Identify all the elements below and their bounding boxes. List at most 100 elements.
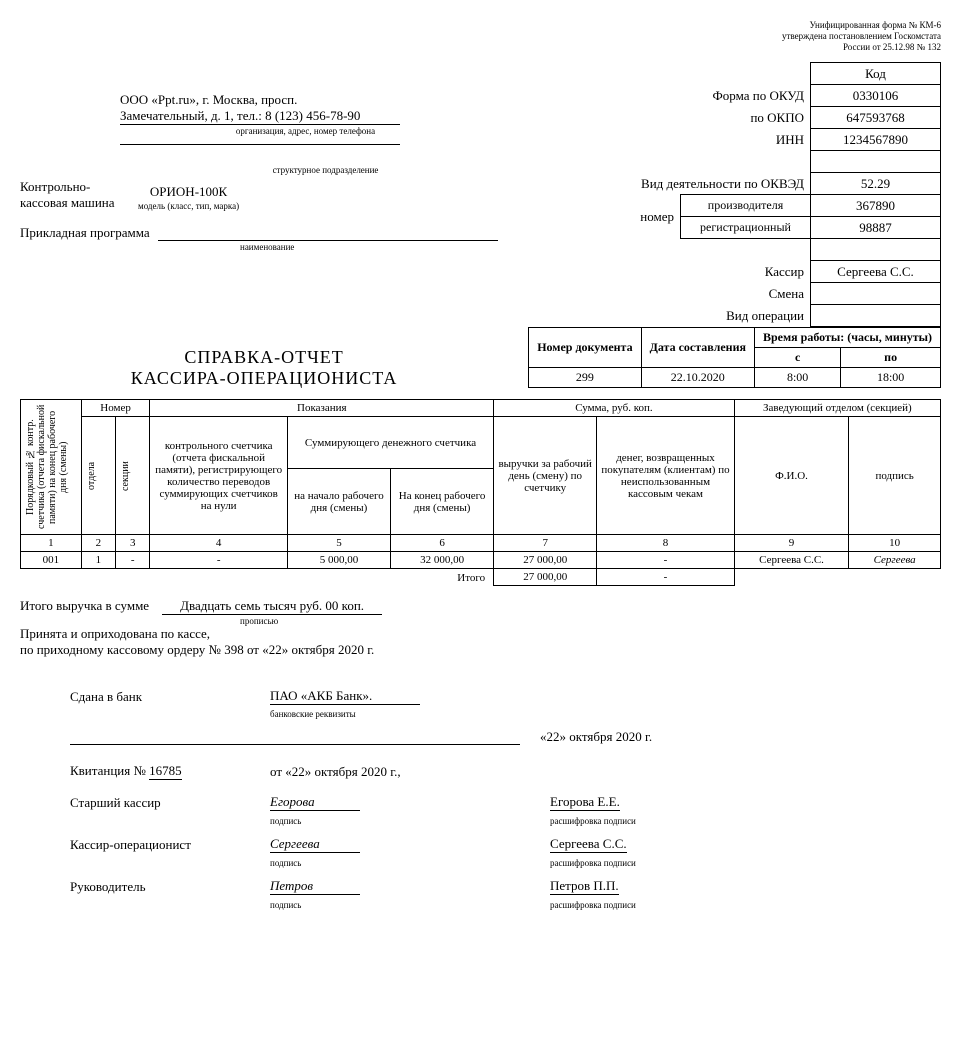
h-ind: Показания [150,400,494,417]
reg: 98887 [811,217,941,239]
senior-sig: Егорова [270,794,360,811]
dm-date: 22.10.2020 [641,368,754,388]
okpo-label: по ОКПО [541,107,811,129]
okpo: 647593768 [811,107,941,129]
col-8: 8 [597,535,734,552]
codes-table: Код Форма по ОКУД0330106 по ОКПО64759376… [541,62,941,327]
r-c2: 1 [81,552,115,569]
sum-label: Итого выручка в сумме [20,598,149,613]
h-ctrl: контрольного счетчика (отчета фискальной… [150,417,287,535]
receipt-no: 16785 [149,763,182,780]
kkm-label1: Контрольно- [20,179,130,195]
head-cap-name: расшифровка подписи [550,900,636,910]
r-c9: Сергеева С.С. [734,552,849,569]
col-1: 1 [21,535,82,552]
r-c6: 32 000,00 [391,552,494,569]
h-seq: Порядковый № контр. счетчика (отчета фис… [25,402,69,532]
h-dept: отдела [86,426,97,526]
total-7: 27 000,00 [494,569,597,586]
col-2: 2 [81,535,115,552]
h-sum: Сумма, руб. коп. [494,400,735,417]
optype [811,305,941,327]
col-9: 9 [734,535,849,552]
total-8: - [597,569,734,586]
senior-label: Старший кассир [70,795,270,811]
kkm-model: ОРИОН-100К [138,184,239,200]
total-label: Итого [21,569,494,586]
shift-label: Смена [541,283,811,305]
dm-num: 299 [529,368,641,388]
accepted-1: Принята и оприходована по кассе, [20,626,941,642]
doc-meta-table: Номер документа Дата составления Время р… [528,327,941,388]
okud: 0330106 [811,85,941,107]
head-sig: Петров [270,878,360,895]
sum-words-caption: прописью [240,616,941,626]
org-caption: организация, адрес, номер телефона [80,126,531,136]
r-c7: 27 000,00 [494,552,597,569]
receipt-from: от «22» октября 2020 г., [270,764,401,780]
inn: 1234567890 [811,129,941,151]
dm-date-h: Дата составления [641,328,754,368]
bank-label: Сдана в банк [70,689,270,705]
kkm-label2: кассовая машина [20,195,130,211]
num-label: номер [541,195,681,239]
sum-words: Двадцать семь тысяч руб. 00 коп. [162,598,382,615]
dm-to: 18:00 [841,368,941,388]
h-mgr: Заведующий отделом (секцией) [734,400,940,417]
col-10: 10 [849,535,941,552]
form-note-l3: России от 25.12.98 № 132 [20,42,941,53]
org-addr: Замечательный, д. 1, тел.: 8 (123) 456-7… [120,108,400,125]
table-row: 001 1 - - 5 000,00 32 000,00 27 000,00 -… [21,552,941,569]
form-note: Унифицированная форма № КМ-6 утверждена … [20,20,941,52]
h-summ: Суммирующего денежного счетчика [287,417,493,469]
accepted-2: по приходному кассовому ордеру № 398 от … [20,642,941,658]
inn-label: ИНН [541,129,811,151]
senior-cap-name: расшифровка подписи [550,816,636,826]
form-note-l1: Унифицированная форма № КМ-6 [20,20,941,31]
r-c10: Сергеева [849,552,941,569]
oper-cap-name: расшифровка подписи [550,858,636,868]
dm-from-h: с [754,348,840,368]
r-c8: - [597,552,734,569]
dm-from: 8:00 [754,368,840,388]
col-3: 3 [116,535,150,552]
h-num: Номер [81,400,150,417]
codes-head: Код [811,63,941,85]
cashier-label: Кассир [541,261,811,283]
head-label: Руководитель [70,879,270,895]
oper-label: Кассир-операционист [70,837,270,853]
form-note-l2: утверждена постановлением Госкомстата [20,31,941,42]
h-start: на начало рабочего дня (смены) [287,469,390,535]
okud-label: Форма по ОКУД [541,85,811,107]
receipt-label: Квитанция № [70,763,146,778]
kkm-model-caption: модель (класс, тип, марка) [138,201,239,211]
col-5: 5 [287,535,390,552]
head-name: Петров П.П. [550,878,619,895]
dm-time-h: Время работы: (часы, минуты) [754,328,940,348]
oper-name: Сергеева С.С. [550,836,627,853]
bank-name: ПАО «АКБ Банк». [270,688,420,705]
reg-label: регистрационный [681,217,811,239]
struct-caption: структурное подразделение [120,165,531,175]
oper-cap-sig: подпись [270,858,450,868]
title-l1: СПРАВКА-ОТЧЕТ [20,347,508,368]
col-4: 4 [150,535,287,552]
col-7: 7 [494,535,597,552]
maker-label: производителя [681,195,811,217]
h-sect: секции [120,426,131,526]
h-end: На конец рабочего дня (смены) [391,469,494,535]
maker: 367890 [811,195,941,217]
title-l2: КАССИРА-ОПЕРАЦИОНИСТА [20,368,508,389]
h-ret: денег, возвращенных покупателям (клиента… [597,417,734,535]
senior-cap-sig: подпись [270,816,450,826]
r-c3: - [116,552,150,569]
cashier: Сергеева С.С. [811,261,941,283]
h-fio: Ф.И.О. [734,417,849,535]
col-6: 6 [391,535,494,552]
h-sign: подпись [849,417,941,535]
okved: 52.29 [811,173,941,195]
optype-label: Вид операции [541,305,811,327]
senior-name: Егорова Е.Е. [550,794,620,811]
bank-date: «22» октября 2020 г. [540,729,652,745]
shift [811,283,941,305]
